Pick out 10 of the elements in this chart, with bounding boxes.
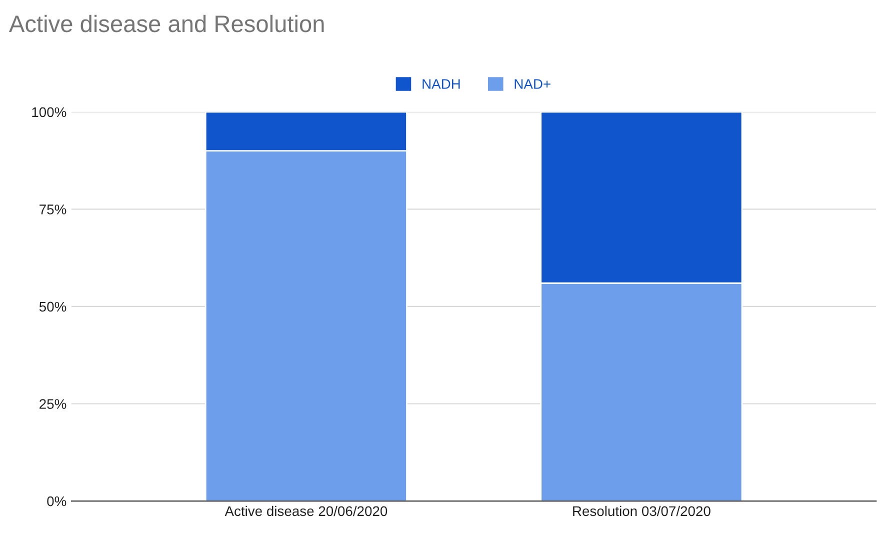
y-tick-label: 0%: [47, 496, 66, 506]
y-tick-label: 50%: [39, 302, 66, 312]
x-tick-label: Resolution 03/07/2020: [573, 506, 710, 516]
chart-title: Active disease and Resolution: [8, 14, 324, 32]
y-tick-label: 100%: [32, 107, 66, 118]
y-tick-label: 75%: [40, 204, 66, 214]
legend-label: NAD+: [514, 79, 550, 89]
x-tick-label: Active disease 20/06/2020: [224, 506, 388, 516]
legend-label: NADH: [422, 79, 460, 89]
y-tick-label: 25%: [40, 399, 66, 409]
